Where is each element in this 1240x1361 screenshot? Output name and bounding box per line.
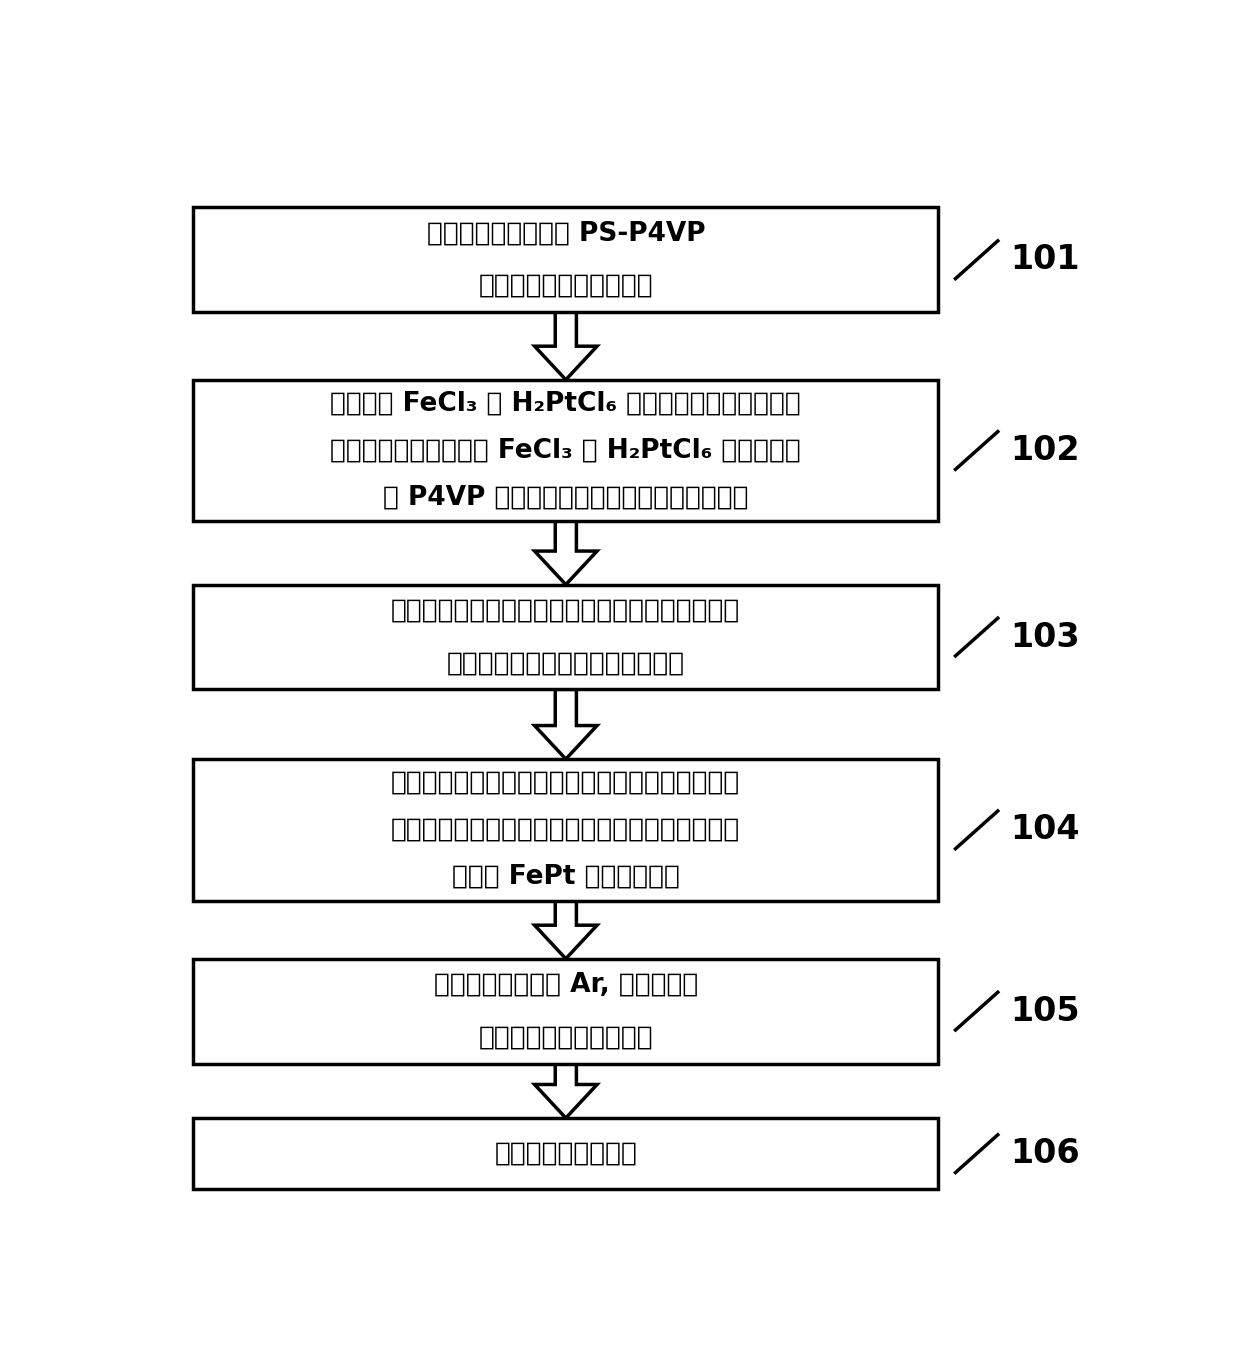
Polygon shape: [534, 521, 596, 585]
Text: 105: 105: [1011, 995, 1080, 1028]
Text: 的 P4VP 内核结合，形成金属盐负载的反胶束: 的 P4VP 内核结合，形成金属盐负载的反胶束: [383, 485, 749, 510]
Text: 106: 106: [1011, 1138, 1080, 1170]
Text: 在甲苯中自组装成反胶束: 在甲苯中自组装成反胶束: [479, 274, 653, 299]
Text: 利用旋浸涂的方法将金属盐负载的反胶束沉积在平: 利用旋浸涂的方法将金属盐负载的反胶束沉积在平: [391, 597, 740, 623]
Text: 金属盐还原为单质，在单晶硅衬底上获得单分散性: 金属盐还原为单质，在单晶硅衬底上获得单分散性: [391, 817, 740, 842]
Polygon shape: [534, 690, 596, 759]
Text: 对样品进行高温退火: 对样品进行高温退火: [495, 1141, 637, 1166]
Text: 在真空室中，通入 Ar, 加射频源，: 在真空室中，通入 Ar, 加射频源，: [434, 972, 698, 998]
Polygon shape: [534, 1063, 596, 1117]
Polygon shape: [534, 901, 596, 958]
FancyBboxPatch shape: [193, 958, 939, 1063]
FancyBboxPatch shape: [193, 585, 939, 690]
FancyBboxPatch shape: [193, 1117, 939, 1190]
Text: 充分搅拌后所述金属盐 FeCl₃ 和 H₂PtCl₆ 将与反胶束: 充分搅拌后所述金属盐 FeCl₃ 和 H₂PtCl₆ 将与反胶束: [330, 437, 801, 464]
Text: 将金属盐 FeCl₃ 和 H₂PtCl₆ 加入所述反胶束溶液中，: 将金属盐 FeCl₃ 和 H₂PtCl₆ 加入所述反胶束溶液中，: [330, 391, 801, 416]
Text: 利用双亲嵌段共聚物 PS-P4VP: 利用双亲嵌段共聚物 PS-P4VP: [427, 220, 706, 246]
Polygon shape: [534, 312, 596, 380]
Text: 先后利用氧和氢等离子体刻蚀去除共聚物母体并使: 先后利用氧和氢等离子体刻蚀去除共聚物母体并使: [391, 770, 740, 796]
Text: 102: 102: [1011, 434, 1080, 467]
FancyBboxPatch shape: [193, 207, 939, 312]
Text: 良好的 FePt 纳米颗粒阵列: 良好的 FePt 纳米颗粒阵列: [451, 864, 680, 890]
FancyBboxPatch shape: [193, 380, 939, 521]
FancyBboxPatch shape: [193, 759, 939, 901]
Text: 101: 101: [1011, 244, 1080, 276]
Text: 104: 104: [1011, 814, 1080, 847]
Text: 对二氧化硅靶材进行溅射: 对二氧化硅靶材进行溅射: [479, 1025, 653, 1051]
Text: 103: 103: [1011, 621, 1080, 653]
Text: 滑单晶硅衬底上，得到反胶束阵列: 滑单晶硅衬底上，得到反胶束阵列: [446, 651, 684, 676]
